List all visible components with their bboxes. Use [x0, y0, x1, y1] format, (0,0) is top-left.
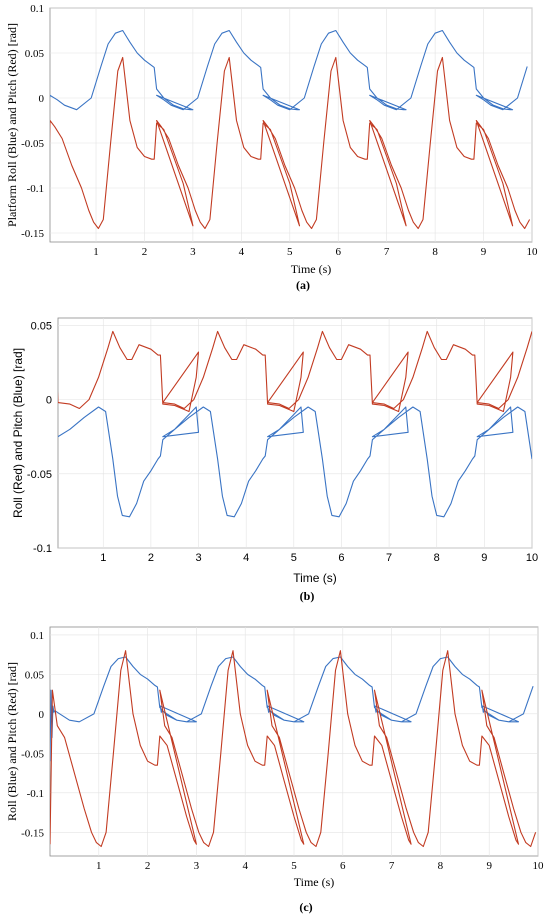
- x-tick-label: 9: [481, 552, 487, 564]
- x-tick-label: 2: [145, 860, 151, 872]
- x-tick-label: 6: [338, 552, 344, 564]
- panel-label: (c): [299, 900, 312, 914]
- x-tick-label: 7: [389, 860, 395, 872]
- y-tick-label: 0: [46, 395, 52, 407]
- x-tick-label: 2: [142, 246, 148, 258]
- y-tick-label: 0.1: [30, 630, 44, 642]
- y-axis-label: Roll (Blue) and Pitch (Red) [rad]: [5, 662, 19, 821]
- x-tick-label: 9: [481, 246, 487, 258]
- x-tick-label: 2: [148, 552, 154, 564]
- x-tick-label: 5: [291, 552, 297, 564]
- y-tick-label: -0.05: [21, 748, 44, 760]
- x-tick-label: 1: [100, 552, 106, 564]
- x-tick-label: 10: [527, 246, 539, 258]
- chart-panel-1: 1 2 3 4 5 6 7 8 9 10 -0.15 -0.1 -0.05 0 0.05 0.1 Time (s…: [5, 3, 538, 292]
- x-tick-label: 8: [432, 246, 438, 258]
- x-tick-label: 3: [195, 552, 201, 564]
- y-axis-label: Platform Roll (Blue) and Pitch (Red) [ra…: [5, 23, 19, 227]
- x-tick-label: 6: [335, 246, 341, 258]
- x-tick-label: 3: [194, 860, 200, 872]
- x-tick-label: 6: [340, 860, 346, 872]
- x-tick-label: 7: [384, 246, 390, 258]
- y-tick-label: -0.05: [21, 138, 44, 150]
- y-tick-label: 0.1: [30, 3, 44, 15]
- y-tick-label: 0: [39, 709, 45, 721]
- y-tick-label: -0.05: [27, 469, 52, 481]
- y-tick-label: -0.1: [27, 183, 44, 195]
- y-tick-label: -0.1: [27, 788, 44, 800]
- series-line-1: [50, 29, 528, 111]
- x-tick-label: 5: [287, 246, 293, 258]
- x-axis-label: Time (s): [291, 262, 332, 276]
- plot-area: [49, 7, 533, 243]
- x-tick-label: 1: [93, 246, 99, 258]
- series-line-2: [58, 406, 532, 518]
- x-tick-label: 8: [438, 860, 444, 872]
- series-line-2: [50, 56, 531, 230]
- y-tick-label: -0.1: [33, 543, 52, 555]
- y-tick-label: -0.15: [21, 827, 44, 839]
- x-tick-label: 5: [291, 860, 297, 872]
- x-tick-label: 1: [96, 860, 102, 872]
- series-line-2: [50, 650, 537, 848]
- chart-panel-3: 1 2 3 4 5 6 7 8 9 10 -0.15 -0.1 -0.05 0 0.05 0.1 Time (s…: [5, 626, 545, 914]
- x-tick-label: 4: [242, 860, 248, 872]
- y-tick-label: 0.05: [25, 669, 45, 681]
- x-tick-label: 10: [533, 860, 545, 872]
- y-tick-label: 0: [39, 93, 45, 105]
- x-tick-label: 4: [243, 552, 249, 564]
- y-tick-label: -0.15: [21, 228, 44, 240]
- series-line-1: [58, 330, 532, 413]
- y-axis-label: Roll (Red) and Pitch (Blue) [rad]: [11, 348, 25, 518]
- y-tick-label: 0.05: [31, 320, 52, 332]
- y-tick-label: 0.05: [25, 48, 45, 60]
- x-tick-label: 10: [526, 552, 538, 564]
- x-tick-label: 9: [486, 860, 492, 872]
- x-axis-label: Time (s): [293, 571, 337, 585]
- x-tick-label: 3: [190, 246, 196, 258]
- chart-panel-2: 1 2 3 4 5 6 7 8 9 10 -0.1 -0.05 0 0.05 Time (s) Roll (R…: [11, 317, 538, 603]
- x-tick-label: 7: [386, 552, 392, 564]
- panel-label: (a): [296, 278, 310, 292]
- x-tick-label: 4: [239, 246, 245, 258]
- panel-label: (b): [300, 589, 315, 603]
- x-axis-label: Time (s): [294, 875, 335, 889]
- x-tick-label: 8: [434, 552, 440, 564]
